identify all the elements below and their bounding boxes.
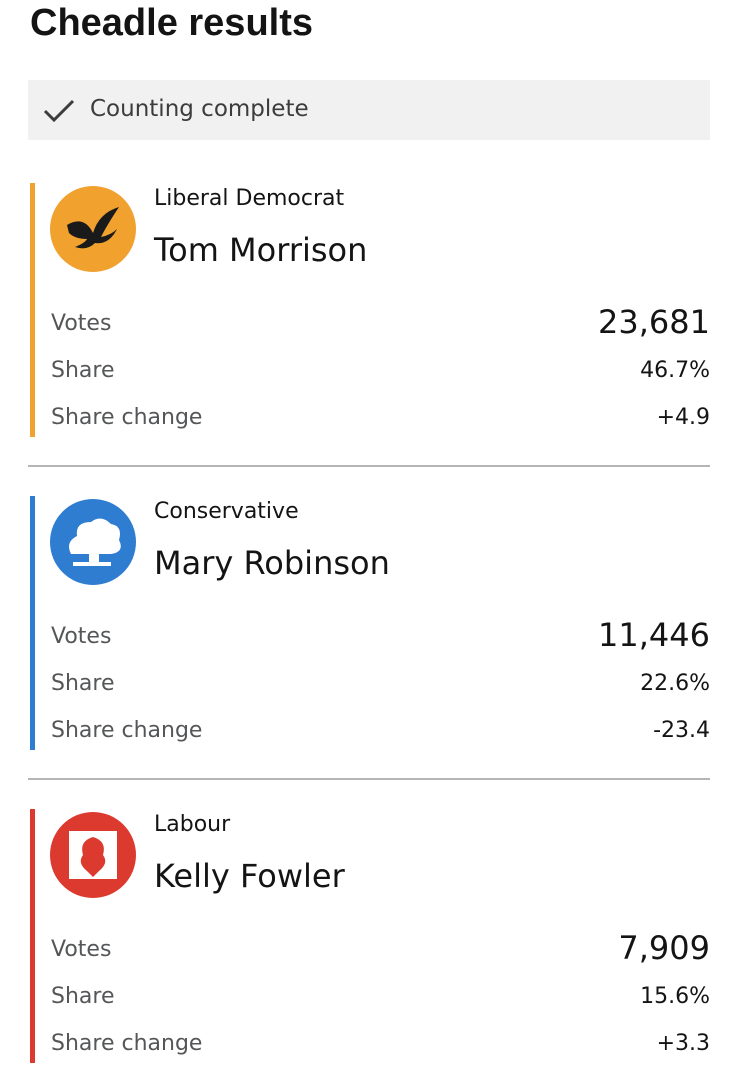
party-logo — [50, 499, 136, 585]
candidate-name: Kelly Fowler — [154, 857, 345, 895]
party-logo — [50, 812, 136, 898]
separator — [28, 778, 710, 780]
page-title: Cheadle results — [30, 2, 313, 44]
row-label: Share change — [51, 1031, 203, 1056]
row-value: -23.4 — [653, 718, 710, 743]
row-value: 7,909 — [618, 929, 710, 967]
status-bar — [28, 80, 710, 140]
party-bar — [30, 496, 35, 750]
separator — [28, 465, 710, 467]
row-label: Votes — [51, 624, 112, 649]
row-label: Share — [51, 671, 115, 696]
row-value: +4.9 — [656, 405, 710, 430]
row-value: 11,446 — [598, 616, 710, 654]
party-name: Conservative — [154, 499, 299, 524]
row-value: 23,681 — [598, 303, 710, 341]
party-bar — [30, 183, 35, 437]
party-bar — [30, 809, 35, 1063]
row-value: 15.6% — [640, 984, 710, 1009]
party-name: Liberal Democrat — [154, 186, 345, 211]
party-name: Labour — [154, 812, 231, 837]
row-label: Share change — [51, 718, 203, 743]
row-value: 46.7% — [640, 358, 710, 383]
row-label: Share — [51, 358, 115, 383]
row-label: Votes — [51, 311, 112, 336]
status-text: Counting complete — [90, 96, 309, 122]
candidate-name: Mary Robinson — [154, 544, 390, 582]
row-label: Votes — [51, 937, 112, 962]
row-value: 22.6% — [640, 671, 710, 696]
candidate-name: Tom Morrison — [154, 231, 368, 269]
row-label: Share — [51, 984, 115, 1009]
row-label: Share change — [51, 405, 203, 430]
check-icon — [43, 99, 75, 123]
party-logo — [50, 186, 136, 272]
row-value: +3.3 — [656, 1031, 710, 1056]
